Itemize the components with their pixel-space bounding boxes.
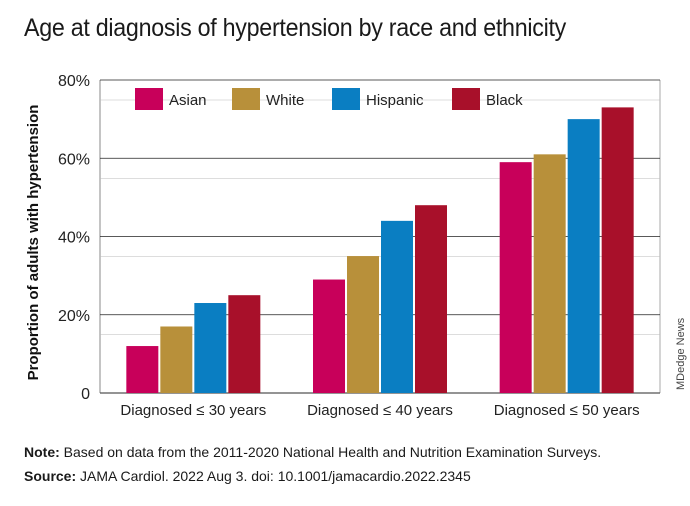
- y-tick-label: 80%: [58, 73, 90, 90]
- bar-chart: 0 20% 40% 60% 80% Proportion of adults with h…: [25, 73, 661, 419]
- bar-asian: [499, 162, 532, 393]
- legend-swatch-asian: [135, 88, 163, 110]
- bar-black: [415, 205, 447, 393]
- bar-black: [601, 107, 634, 393]
- note-text: Based on data from the 2011-2020 Nationa…: [59, 444, 602, 460]
- chart-title: Age at diagnosis of hypertension by race…: [24, 14, 567, 42]
- note: Note: Based on data from the 2011-2020 N…: [24, 440, 601, 464]
- bar-asian: [126, 346, 159, 393]
- x-category-label: Diagnosed ≤ 40 years: [307, 402, 453, 419]
- bar-hispanic: [567, 119, 600, 393]
- legend-label-asian: Asian: [169, 92, 207, 109]
- y-tick-label: 0: [81, 386, 90, 403]
- y-tick-label: 40%: [58, 230, 90, 247]
- x-category-label: Diagnosed ≤ 30 years: [120, 402, 266, 419]
- footer: Note: Based on data from the 2011-2020 N…: [24, 440, 601, 488]
- bar-hispanic: [194, 303, 227, 393]
- legend-swatch-white: [232, 88, 260, 110]
- y-axis-title: Proportion of adults with hypertension: [25, 105, 42, 381]
- x-category-label: Diagnosed ≤ 50 years: [494, 402, 640, 419]
- legend-swatch-black: [452, 88, 480, 110]
- credit-text: MDedge News: [675, 317, 687, 390]
- y-tick-label: 20%: [58, 308, 90, 325]
- bar-hispanic: [381, 220, 413, 393]
- note-label: Note:: [24, 444, 60, 460]
- source: Source: JAMA Cardiol. 2022 Aug 3. doi: 1…: [24, 464, 601, 488]
- bar-white: [533, 154, 566, 393]
- legend-label-white: White: [266, 92, 304, 109]
- legend-label-hispanic: Hispanic: [366, 92, 424, 109]
- legend-label-black: Black: [486, 92, 523, 109]
- y-tick-label: 60%: [58, 151, 90, 168]
- bar-asian: [313, 279, 345, 393]
- source-label: Source:: [24, 468, 77, 484]
- legend-swatch-hispanic: [332, 88, 360, 110]
- bar-white: [347, 256, 379, 393]
- source-text: JAMA Cardiol. 2022 Aug 3. doi: 10.1001/j…: [76, 468, 471, 484]
- bar-black: [228, 295, 261, 393]
- bar-white: [160, 326, 193, 393]
